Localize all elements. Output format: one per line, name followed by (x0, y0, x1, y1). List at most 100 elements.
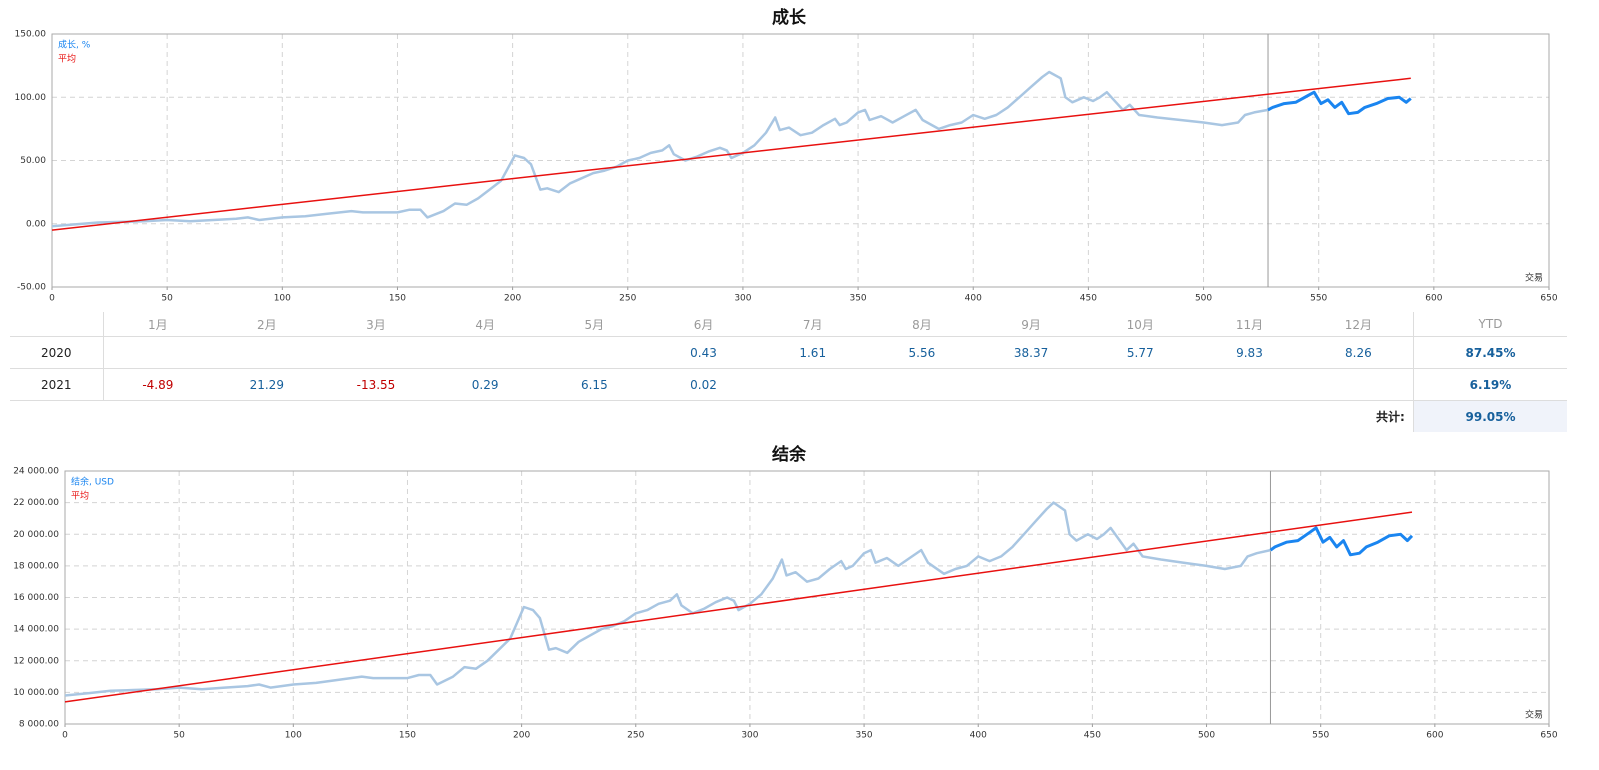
x-tick-label: 500 (1195, 294, 1212, 304)
x-tick-label: 350 (849, 294, 866, 304)
month-cell (539, 336, 649, 369)
legend-entry: 平均 (71, 490, 89, 502)
x-tick-label: 350 (855, 731, 872, 741)
x-tick-label: 50 (173, 731, 185, 741)
x-tick-label: 400 (970, 731, 987, 741)
ytd-cell: 6.19% (1412, 368, 1568, 401)
x-tick-label: 400 (965, 294, 982, 304)
month-cell (1194, 368, 1305, 401)
line-average (51, 77, 1411, 231)
y-tick-label: 14 000.00 (13, 625, 59, 635)
year-cell: 2021 (10, 368, 104, 401)
x-tick-label: 450 (1080, 294, 1097, 304)
month-cell: 38.37 (976, 336, 1086, 369)
month-cell (976, 368, 1086, 401)
x-tick-label: 200 (504, 294, 521, 304)
column-header: YTD (1412, 312, 1568, 337)
month-cell (1304, 368, 1414, 401)
month-cell: 9.83 (1194, 336, 1305, 369)
column-header: 10月 (1126, 317, 1154, 332)
x-tick-label: 300 (734, 294, 751, 304)
x-axis-label: 交易 (1525, 709, 1543, 721)
column-header: 3月 (366, 317, 386, 332)
column-header: 5月 (584, 317, 605, 332)
y-tick-label: 22 000.00 (13, 498, 59, 508)
month-cell: -13.55 (321, 368, 431, 401)
column-header: 11月 (1235, 317, 1264, 332)
x-axis-label: 交易 (1525, 272, 1543, 284)
month-cell (867, 368, 977, 401)
month-cell: -4.89 (103, 368, 213, 401)
month-cell: 5.77 (1085, 336, 1195, 369)
month-cell (1085, 368, 1195, 401)
y-tick-label: 18 000.00 (13, 561, 59, 571)
month-cell: 0.29 (430, 368, 540, 401)
corner-cell (10, 312, 104, 337)
line-history (51, 70, 1269, 228)
column-header: 1月 (148, 317, 168, 332)
column-header: 6月 (693, 317, 714, 332)
x-tick-label: 200 (513, 731, 530, 741)
y-tick-label: 20 000.00 (13, 530, 59, 540)
y-tick-label: 10 000.00 (13, 688, 59, 698)
column-header: 12月 (1344, 317, 1373, 332)
x-tick-label: 300 (741, 731, 758, 741)
month-cell (321, 336, 431, 369)
column-header: 4月 (475, 317, 495, 332)
x-tick-label: 650 (1540, 294, 1557, 304)
total-row: 共计: 99.05% (10, 400, 1568, 432)
header-row: 1月 2月 3月 4月 5月 6月 7月 8月 9月 10月 11月 12月 YTD (10, 312, 1568, 337)
month-cell (212, 336, 322, 369)
x-tick-label: 500 (1198, 731, 1215, 741)
x-tick-label: 600 (1426, 731, 1443, 741)
month-cell: 21.29 (212, 368, 322, 401)
chart-title: 结余 (772, 444, 807, 465)
x-tick-label: 150 (399, 731, 416, 741)
line-recent (1269, 526, 1414, 557)
x-tick-label: 250 (627, 731, 644, 741)
x-tick-label: 0 (62, 731, 68, 741)
y-tick-label: 8 000.00 (19, 720, 59, 730)
y-tick-label: 24 000.00 (13, 467, 59, 477)
y-tick-label: 150.00 (15, 30, 47, 40)
y-tick-label: 50.00 (20, 156, 46, 166)
y-tick-label: 16 000.00 (13, 593, 59, 603)
line-history (64, 501, 1271, 697)
x-tick-label: 650 (1540, 731, 1557, 741)
x-tick-label: 150 (389, 294, 406, 304)
line-average (64, 511, 1413, 703)
year-row: 2020 0.43 1.61 5.56 38.37 5.77 9.83 8.26 87.45% (10, 336, 1568, 369)
ytd-cell: 87.45% (1412, 336, 1568, 369)
x-tick-label: 0 (49, 294, 55, 304)
month-cell: 0.02 (648, 368, 759, 401)
column-header: 7月 (802, 317, 823, 332)
column-header: 8月 (912, 317, 932, 332)
chart-title: 成长 (772, 7, 807, 28)
growth-chart: 成长 -50.00 0.00 50.00 100.00 150.00 0 50 100 150 20… (15, 7, 1558, 304)
x-tick-label: 550 (1312, 731, 1329, 741)
x-tick-label: 100 (274, 294, 291, 304)
x-tick-label: 50 (161, 294, 173, 304)
x-tick-label: 600 (1425, 294, 1442, 304)
month-cell: 6.15 (539, 368, 649, 401)
month-cell (430, 336, 540, 369)
x-tick-label: 450 (1084, 731, 1101, 741)
month-cell (758, 368, 868, 401)
balance-chart: 结余 8 000.00 10 000.00 12 000.00 14 000.00 16 … (13, 444, 1558, 741)
year-row: 2021 -4.89 21.29 -13.55 0.29 6.15 0.02 6.19% (10, 368, 1568, 401)
column-header: 2月 (256, 317, 277, 332)
y-tick-label: 0.00 (26, 219, 46, 229)
year-cell: 2020 (10, 336, 104, 369)
y-tick-label: 12 000.00 (13, 656, 59, 666)
month-cell: 5.56 (867, 336, 977, 369)
line-recent (1267, 90, 1412, 116)
plot-border (51, 33, 1550, 288)
monthly-table: 1月 2月 3月 4月 5月 6月 7月 8月 9月 10月 11月 12月 YTD 2020 0.43 1.… (10, 312, 1568, 432)
plot-border (64, 470, 1550, 725)
legend-entry: 成长, % (58, 39, 91, 51)
x-tick-label: 100 (285, 731, 302, 741)
x-tick-label: 550 (1310, 294, 1327, 304)
month-cell (103, 336, 213, 369)
x-tick-label: 250 (619, 294, 636, 304)
